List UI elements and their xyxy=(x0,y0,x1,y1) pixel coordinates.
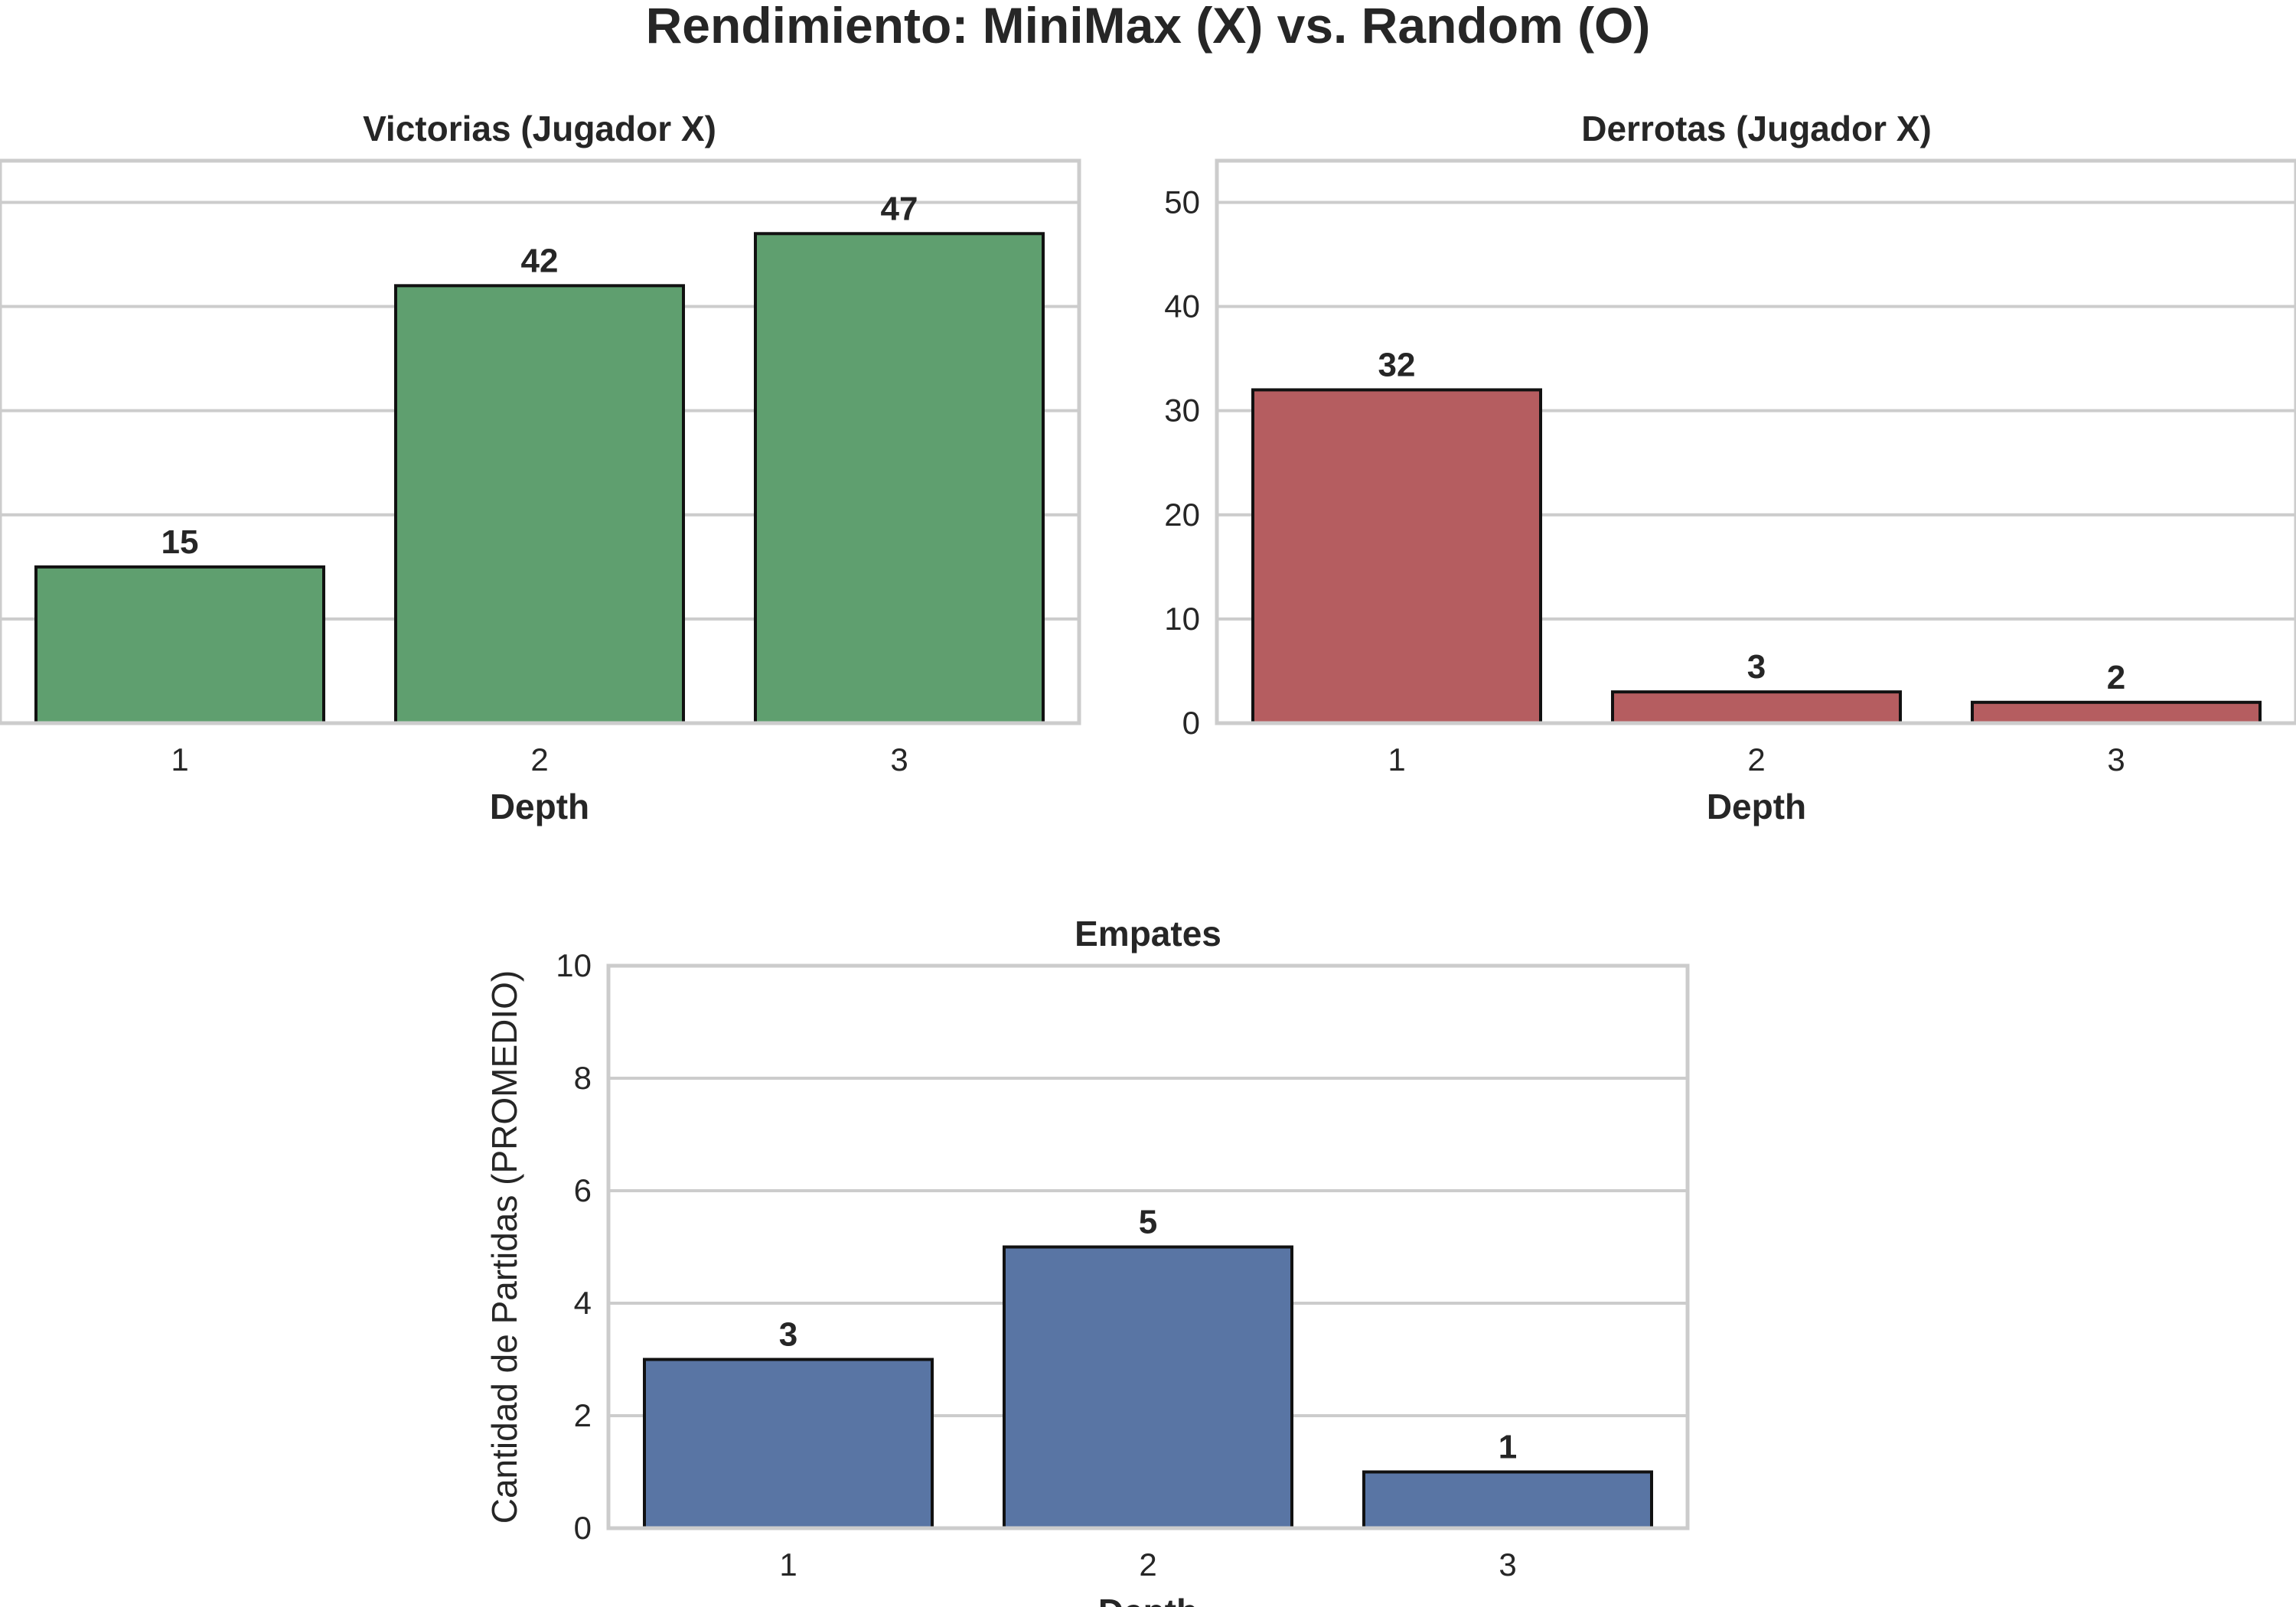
x-tick-label: 2 xyxy=(1139,1547,1156,1583)
y-tick-label: 10 xyxy=(556,947,592,983)
data-label: 15 xyxy=(161,523,199,561)
y-tick-label: 2 xyxy=(574,1397,592,1433)
data-label: 1 xyxy=(1499,1429,1517,1466)
y-tick-label: 20 xyxy=(1164,497,1200,533)
y-axis-label: Cantidad de Partidas (PROMEDIO) xyxy=(484,970,524,1524)
y-tick-label: 50 xyxy=(1164,184,1200,220)
subplot-title: Victorias (Jugador X) xyxy=(363,109,716,148)
bar-1 xyxy=(643,1358,934,1530)
chart-victorias: 15 1 42 2 47 3 Victorias (Jugador X) Depth xyxy=(0,109,1081,826)
bar-1 xyxy=(1251,388,1542,725)
y-tick-label: 0 xyxy=(574,1510,592,1546)
data-label: 32 xyxy=(1378,346,1416,383)
y-tick-label: 30 xyxy=(1164,393,1200,429)
x-tick-label: 3 xyxy=(2107,742,2125,777)
x-tick-label: 3 xyxy=(890,742,908,777)
data-label: 5 xyxy=(1139,1204,1157,1241)
data-label: 47 xyxy=(881,190,918,227)
plot-frame xyxy=(606,963,1690,1530)
bar-1 xyxy=(34,565,325,725)
x-axis-label: Depth xyxy=(1707,787,1806,826)
plot-frame xyxy=(0,158,1081,725)
x-tick-label: 1 xyxy=(779,1547,797,1583)
subplot-title: Empates xyxy=(1075,914,1221,953)
y-tick-label: 10 xyxy=(1164,601,1200,637)
x-tick-label: 1 xyxy=(1388,742,1405,777)
data-label: 3 xyxy=(1747,648,1766,686)
x-tick-label: 2 xyxy=(530,742,548,777)
x-axis-label: Depth xyxy=(490,787,589,826)
y-tick-label: 40 xyxy=(1164,288,1200,324)
subplot-title: Derrotas (Jugador X) xyxy=(1581,109,1932,148)
bar-2 xyxy=(1611,690,1902,725)
data-label: 3 xyxy=(779,1316,797,1354)
y-tick-label: 4 xyxy=(574,1285,592,1321)
bar-3 xyxy=(1971,700,2262,725)
plot-frame xyxy=(1215,158,2296,725)
x-tick-label: 1 xyxy=(171,742,188,777)
data-label: 42 xyxy=(521,242,559,279)
x-tick-label: 2 xyxy=(1747,742,1765,777)
x-axis-label: Depth xyxy=(1098,1592,1198,1607)
y-tick-label: 6 xyxy=(574,1172,592,1208)
y-tick-label: 0 xyxy=(1182,705,1200,741)
y-tick-label: 8 xyxy=(574,1060,592,1096)
data-label: 2 xyxy=(2107,659,2125,696)
bar-2 xyxy=(394,284,685,725)
bar-2 xyxy=(1003,1245,1293,1530)
main-title: Rendimiento: MiniMax (X) vs. Random (O) xyxy=(645,0,1651,54)
x-tick-label: 3 xyxy=(1499,1547,1516,1583)
bar-3 xyxy=(1362,1470,1653,1530)
bar-3 xyxy=(754,232,1045,725)
chart-empates: 0 2 4 6 8 10 3 1 5 2 1 3 Empates Depth Cantidad de Par… xyxy=(484,914,1690,1607)
